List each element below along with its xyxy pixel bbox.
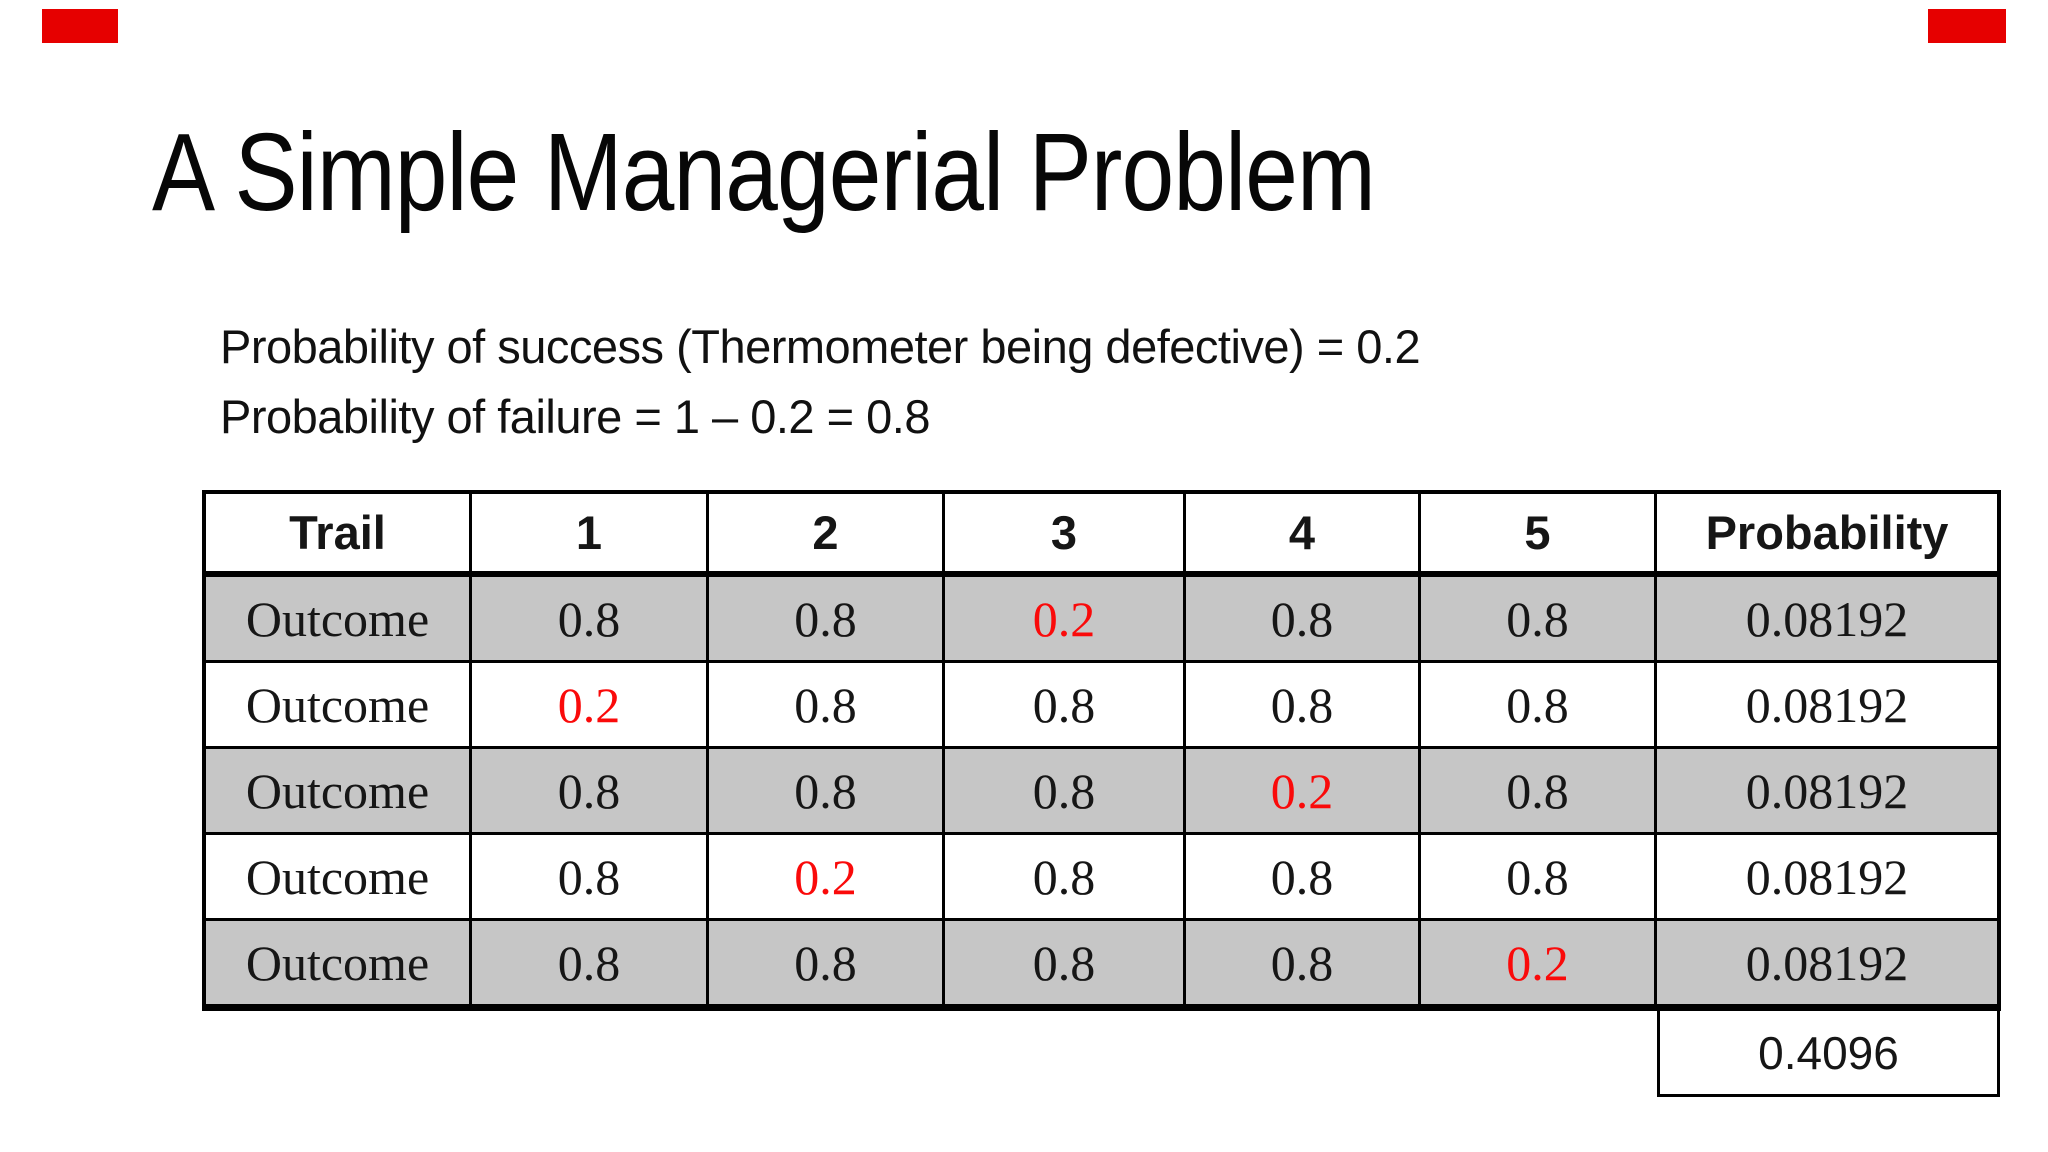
- row-probability: 0.08192: [1657, 663, 1997, 749]
- outcome-value: 0.8: [709, 663, 945, 749]
- outcome-value: 0.8: [472, 577, 709, 663]
- outcome-value: 0.8: [945, 663, 1186, 749]
- outcome-label: Outcome: [206, 835, 472, 921]
- outcome-value: 0.8: [472, 921, 709, 1007]
- outcome-value: 0.8: [709, 749, 945, 835]
- outcome-label: Outcome: [206, 663, 472, 749]
- red-corner-bar-right: [1928, 9, 2006, 43]
- outcome-value: 0.2: [709, 835, 945, 921]
- probability-table: Trail 1 2 3 4 5 Probability Outcome 0.8 …: [202, 490, 2001, 1011]
- outcome-value: 0.2: [1186, 749, 1421, 835]
- intro-line-failure: Probability of failure = 1 – 0.2 = 0.8: [220, 390, 930, 443]
- outcome-value: 0.8: [472, 835, 709, 921]
- row-probability: 0.08192: [1657, 577, 1997, 663]
- outcome-value: 0.8: [1421, 577, 1657, 663]
- red-corner-bar-left: [42, 9, 118, 43]
- outcome-value: 0.8: [945, 921, 1186, 1007]
- outcome-value: 0.8: [1186, 835, 1421, 921]
- outcome-label: Outcome: [206, 577, 472, 663]
- outcome-value: 0.8: [1421, 835, 1657, 921]
- outcome-value: 0.8: [709, 921, 945, 1007]
- outcome-value: 0.2: [472, 663, 709, 749]
- outcome-value: 0.8: [1186, 577, 1421, 663]
- outcome-value: 0.8: [945, 835, 1186, 921]
- outcome-value: 0.8: [1186, 663, 1421, 749]
- intro-text: Probability of success (Thermometer bein…: [220, 312, 1421, 452]
- header-trial-2: 2: [709, 494, 945, 577]
- outcome-label: Outcome: [206, 749, 472, 835]
- row-probability: 0.08192: [1657, 921, 1997, 1007]
- slide-title: A Simple Managerial Problem: [152, 111, 1376, 234]
- outcome-value: 0.8: [709, 577, 945, 663]
- row-probability: 0.08192: [1657, 749, 1997, 835]
- header-trial-5: 5: [1421, 494, 1657, 577]
- outcome-value: 0.2: [945, 577, 1186, 663]
- header-trail: Trail: [206, 494, 472, 577]
- header-trial-3: 3: [945, 494, 1186, 577]
- header-trial-4: 4: [1186, 494, 1421, 577]
- outcome-value: 0.8: [1421, 663, 1657, 749]
- outcome-value: 0.8: [945, 749, 1186, 835]
- outcome-value: 0.8: [472, 749, 709, 835]
- intro-line-success: Probability of success (Thermometer bein…: [220, 320, 1421, 373]
- outcome-value: 0.2: [1421, 921, 1657, 1007]
- header-trial-1: 1: [472, 494, 709, 577]
- row-probability: 0.08192: [1657, 835, 1997, 921]
- outcome-label: Outcome: [206, 921, 472, 1007]
- total-probability-cell: 0.4096: [1657, 1011, 2000, 1097]
- outcome-value: 0.8: [1186, 921, 1421, 1007]
- header-probability: Probability: [1657, 494, 1997, 577]
- outcome-value: 0.8: [1421, 749, 1657, 835]
